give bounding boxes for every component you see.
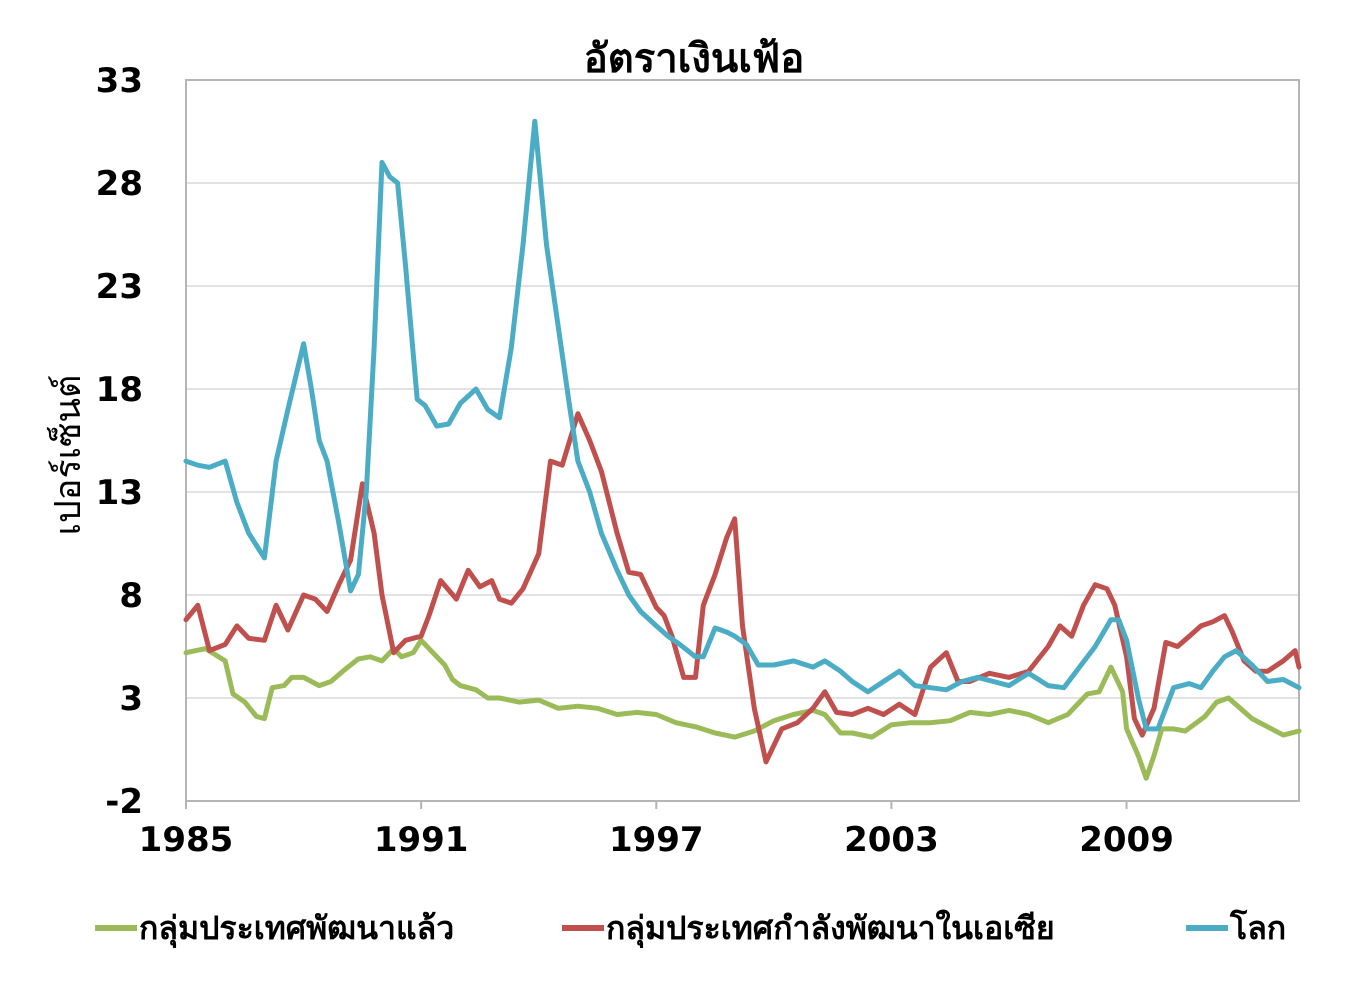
legend-label: โลก: [1229, 909, 1286, 947]
x-tick-label: 1991: [374, 820, 469, 860]
series-line-0: [183, 637, 1302, 781]
y-tick-label: 23: [96, 267, 143, 307]
series-line-2: [183, 118, 1302, 732]
legend-label: กลุ่มประเทศกำลังพัฒนาในเอเซีย: [606, 909, 1055, 949]
x-tick-label: 1997: [609, 820, 704, 860]
y-tick-label: 13: [96, 473, 143, 513]
y-tick-label: 33: [96, 61, 143, 101]
series-line-1: [183, 411, 1302, 765]
y-tick-label: 3: [119, 679, 143, 719]
axes: -2 3 8 13 18 23 28 33 1985 1991 1997 2003 2009: [96, 61, 1174, 860]
y-tick-label: 18: [96, 370, 143, 410]
y-tick-label: -2: [105, 782, 143, 822]
series-lines: [183, 118, 1302, 781]
legend-label: กลุ่มประเทศพัฒนาแล้ว: [139, 909, 454, 949]
y-tick-label: 8: [119, 576, 143, 616]
x-tick-label: 2009: [1079, 820, 1174, 860]
chart-title: อัตราเงินเฟ้อ: [584, 36, 805, 82]
y-tick-label: 28: [96, 164, 143, 204]
y-axis-label: เปอร์เซ็นต์: [45, 375, 89, 536]
plot-area: [185, 79, 1300, 802]
x-tick-label: 1985: [139, 820, 234, 860]
x-tick-label: 2003: [844, 820, 939, 860]
legend: กลุ่มประเทศพัฒนาแล้ว กลุ่มประเทศกำลังพัฒน…: [95, 909, 1286, 949]
